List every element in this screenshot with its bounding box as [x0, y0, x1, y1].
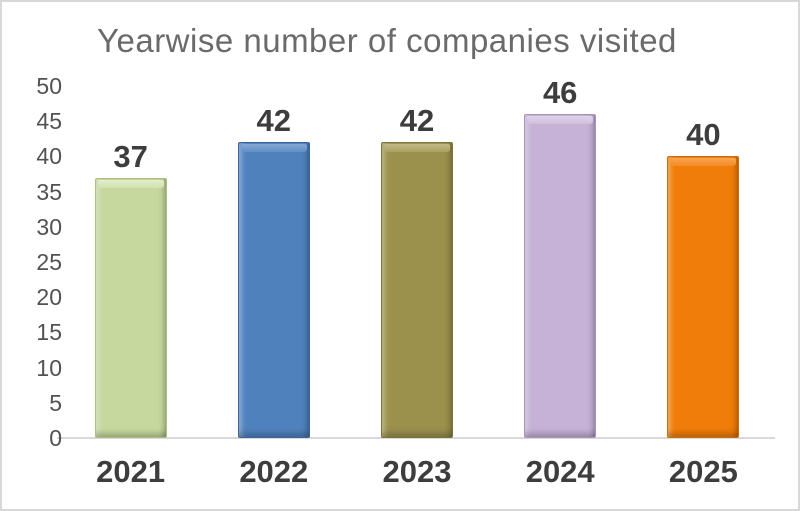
y-axis-tick-label: 30 — [36, 213, 62, 240]
bar-bevel-highlight — [384, 144, 450, 153]
bar-bevel-highlight — [240, 144, 307, 153]
x-axis-label-2025: 2025 — [668, 454, 738, 489]
y-axis-tick-label: 40 — [36, 143, 62, 170]
x-axis-label-2023: 2023 — [382, 454, 452, 489]
bar-bevel-highlight — [527, 116, 594, 125]
chart-title: Yearwise number of companies visited — [97, 22, 677, 59]
y-axis-tick-label: 0 — [49, 425, 62, 451]
y-axis-tick-label: 5 — [49, 389, 62, 416]
y-axis-tick-label: 50 — [36, 73, 62, 99]
bar-2024 — [524, 114, 597, 438]
x-axis-label-2024: 2024 — [525, 454, 595, 489]
bar-value-label: 42 — [399, 103, 435, 139]
bar-bevel-highlight — [670, 158, 737, 167]
y-axis-tick-label: 35 — [36, 178, 62, 205]
bar-2023 — [381, 142, 453, 438]
bar-2022 — [237, 142, 310, 438]
y-axis-tick-label: 10 — [36, 354, 62, 381]
bar-value-label: 46 — [542, 75, 578, 111]
x-axis-line — [57, 437, 775, 439]
x-axis-label-2022: 2022 — [239, 454, 309, 489]
x-axis-label-2021: 2021 — [96, 454, 166, 489]
bar-value-label: 42 — [256, 103, 292, 139]
y-axis-tick-label: 15 — [36, 319, 62, 346]
bar-bevel-highlight — [97, 179, 164, 188]
bar-value-label: 37 — [113, 138, 148, 174]
bar-value-label: 40 — [686, 117, 721, 153]
bar-2025 — [667, 156, 740, 438]
y-axis-tick-label: 20 — [36, 284, 62, 311]
y-axis-tick-label: 45 — [36, 108, 62, 135]
bar-2021 — [94, 177, 167, 438]
y-axis-tick-label: 25 — [36, 249, 62, 275]
